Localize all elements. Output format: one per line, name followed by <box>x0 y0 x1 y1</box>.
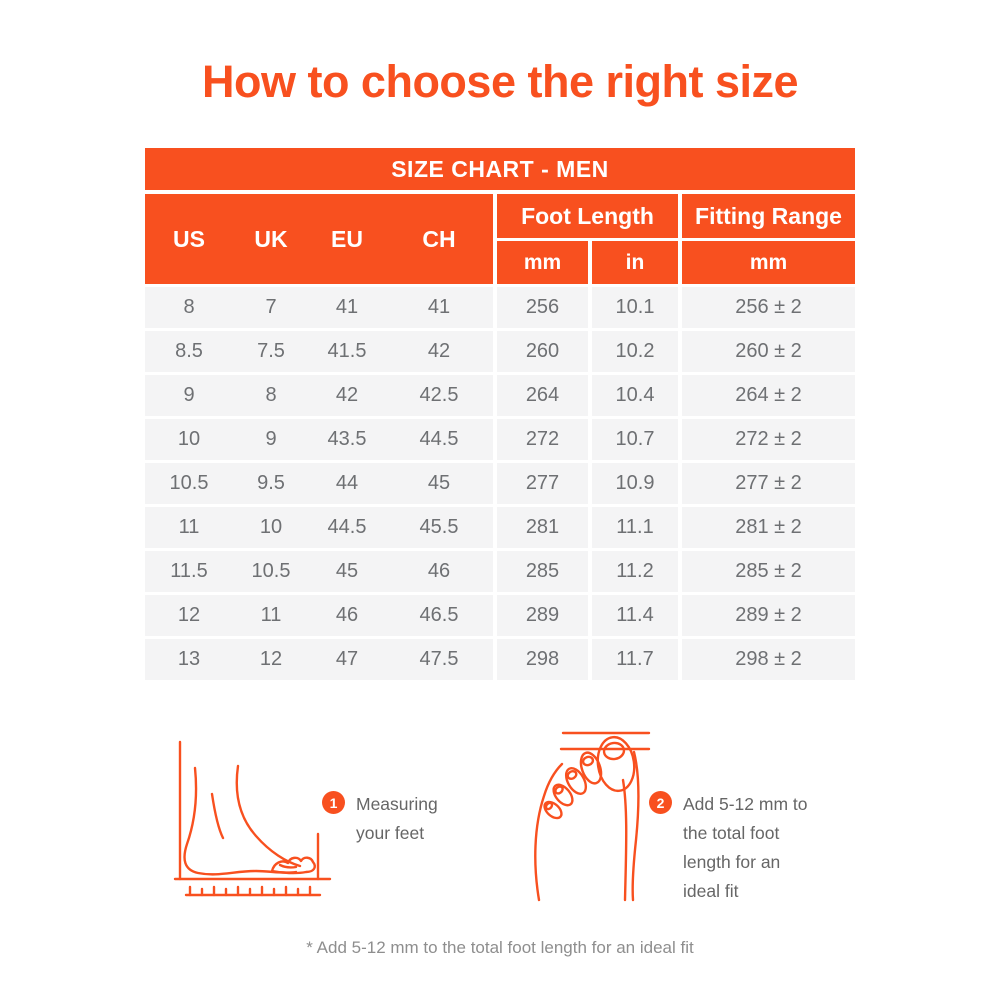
table-cell: 11.4 <box>588 592 678 636</box>
table-cell: 11.1 <box>588 504 678 548</box>
table-cell: 45 <box>309 548 385 592</box>
table-cell: 260 <box>493 328 588 372</box>
table-cell: 45.5 <box>385 504 493 548</box>
table-cell: 277 ± 2 <box>678 460 856 504</box>
table-cell: 44.5 <box>309 504 385 548</box>
table-cell: 41 <box>309 284 385 328</box>
table-row: 10.5 9.5 44 45 277 10.9 277 ± 2 <box>145 460 856 504</box>
table-row: 11.5 10.5 45 46 285 11.2 285 ± 2 <box>145 548 856 592</box>
instruction-1-text: Measuring your feet <box>356 794 438 843</box>
table-cell: 260 ± 2 <box>678 328 856 372</box>
table-cell: 8 <box>233 372 309 416</box>
table-cell: 264 ± 2 <box>678 372 856 416</box>
table-cell: 285 ± 2 <box>678 548 856 592</box>
table-subheader-row: mm in mm <box>145 241 856 284</box>
table-cell: 281 ± 2 <box>678 504 856 548</box>
column-header-ch: CH <box>385 194 493 284</box>
table-cell: 10 <box>145 416 233 460</box>
table-banner-row: SIZE CHART - MEN <box>145 148 856 194</box>
table-cell: 10.2 <box>588 328 678 372</box>
table-cell: 41.5 <box>309 328 385 372</box>
table-cell: 47 <box>309 636 385 680</box>
table-cell: 289 <box>493 592 588 636</box>
table-cell: 46 <box>385 548 493 592</box>
table-cell: 9 <box>233 416 309 460</box>
table-cell: 11 <box>145 504 233 548</box>
table-cell: 12 <box>233 636 309 680</box>
table-cell: 46.5 <box>385 592 493 636</box>
table-row: 11 10 44.5 45.5 281 11.1 281 ± 2 <box>145 504 856 548</box>
table-cell: 281 <box>493 504 588 548</box>
table-cell: 10.4 <box>588 372 678 416</box>
column-header-uk: UK <box>233 194 309 284</box>
table-banner: SIZE CHART - MEN <box>145 148 856 194</box>
table-cell: 10.1 <box>588 284 678 328</box>
table-cell: 43.5 <box>309 416 385 460</box>
column-header-fitting-mm: mm <box>678 241 856 284</box>
column-group-fitting-range: Fitting Range <box>678 194 856 241</box>
table-cell: 285 <box>493 548 588 592</box>
size-table-body: 8 7 41 41 256 10.1 256 ± 2 8.5 7.5 41.5 42 260 10.2 2… <box>145 284 856 680</box>
table-cell: 9.5 <box>233 460 309 504</box>
table-cell: 10 <box>233 504 309 548</box>
column-header-in: in <box>588 241 678 284</box>
instruction-2: 2 Add 5-12 mm to the total foot length f… <box>649 790 817 906</box>
table-cell: 46 <box>309 592 385 636</box>
table-row: 12 11 46 46.5 289 11.4 289 ± 2 <box>145 592 856 636</box>
footnote: * Add 5-12 mm to the total foot length f… <box>306 938 694 957</box>
table-cell: 298 ± 2 <box>678 636 856 680</box>
table-cell: 7.5 <box>233 328 309 372</box>
table-cell: 42 <box>309 372 385 416</box>
table-cell: 7 <box>233 284 309 328</box>
table-cell: 272 <box>493 416 588 460</box>
size-chart-table: SIZE CHART - MEN US UK EU CH Foot Length… <box>145 148 856 680</box>
table-cell: 13 <box>145 636 233 680</box>
table-cell: 9 <box>145 372 233 416</box>
table-cell: 45 <box>385 460 493 504</box>
column-header-eu: EU <box>309 194 385 284</box>
table-row: 10 9 43.5 44.5 272 10.7 272 ± 2 <box>145 416 856 460</box>
table-cell: 11 <box>233 592 309 636</box>
table-cell: 10.9 <box>588 460 678 504</box>
table-header-row: US UK EU CH Foot Length Fitting Range <box>145 194 856 284</box>
table-cell: 8 <box>145 284 233 328</box>
table-cell: 11.7 <box>588 636 678 680</box>
instruction-1: 1 Measuring your feet <box>322 790 454 848</box>
table-cell: 277 <box>493 460 588 504</box>
column-group-foot-length: Foot Length <box>493 194 678 241</box>
table-cell: 42 <box>385 328 493 372</box>
table-row: 9 8 42 42.5 264 10.4 264 ± 2 <box>145 372 856 416</box>
table-cell: 41 <box>385 284 493 328</box>
table-cell: 264 <box>493 372 588 416</box>
table-cell: 298 <box>493 636 588 680</box>
instruction-2-text: Add 5-12 mm to the total foot length for… <box>683 794 808 901</box>
step-1-badge: 1 <box>322 791 345 814</box>
table-row: 8 7 41 41 256 10.1 256 ± 2 <box>145 284 856 328</box>
table-cell: 47.5 <box>385 636 493 680</box>
table-cell: 10.5 <box>145 460 233 504</box>
foot-side-illustration <box>173 740 332 897</box>
table-cell: 12 <box>145 592 233 636</box>
table-cell: 8.5 <box>145 328 233 372</box>
table-cell: 10.7 <box>588 416 678 460</box>
table-cell: 44 <box>309 460 385 504</box>
table-cell: 44.5 <box>385 416 493 460</box>
table-cell: 10.5 <box>233 548 309 592</box>
table-cell: 256 <box>493 284 588 328</box>
table-cell: 272 ± 2 <box>678 416 856 460</box>
step-2-badge: 2 <box>649 791 672 814</box>
foot-top-illustration <box>534 731 651 902</box>
table-cell: 42.5 <box>385 372 493 416</box>
column-header-us: US <box>145 194 233 284</box>
table-cell: 11.5 <box>145 548 233 592</box>
table-cell: 11.2 <box>588 548 678 592</box>
page-title: How to choose the right size <box>201 56 799 107</box>
column-header-mm: mm <box>493 241 588 284</box>
table-cell: 289 ± 2 <box>678 592 856 636</box>
table-row: 13 12 47 47.5 298 11.7 298 ± 2 <box>145 636 856 680</box>
table-row: 8.5 7.5 41.5 42 260 10.2 260 ± 2 <box>145 328 856 372</box>
table-cell: 256 ± 2 <box>678 284 856 328</box>
